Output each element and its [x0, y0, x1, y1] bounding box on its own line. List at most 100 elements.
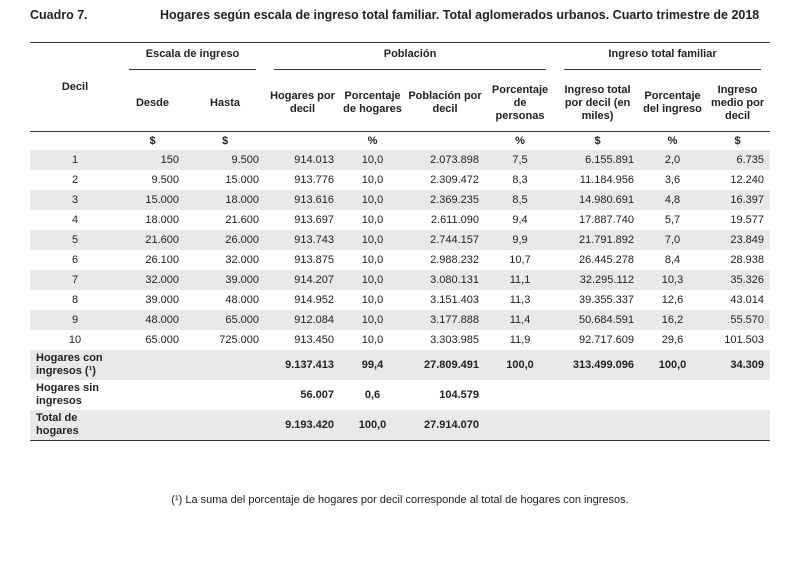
- value-cell: 150: [120, 150, 185, 170]
- value-cell: 0,6: [364, 388, 381, 401]
- value-cell: [705, 380, 770, 410]
- value-cell: 32.295.112: [555, 270, 641, 290]
- table-row: 3 15.000 18.000 913.616 10,0 2.369.235 8,5 14.9…: [30, 190, 771, 210]
- table-row: 10 65.000 725.000 913.450 10,0 3.303.985 11,9 9…: [30, 330, 770, 350]
- table-row: 7 32.000 39.000 914.207 10,0 3.080.131 11,1 32.…: [30, 270, 771, 290]
- footnote: (¹) La suma del porcentaje de hogares po…: [171, 494, 629, 506]
- value-cell: [185, 410, 266, 441]
- value-cell: 65.000: [145, 334, 179, 346]
- summary-row: Hogares sin ingresos 56.007 0,6 104.579: [30, 380, 770, 410]
- summary-row: Total de hogares 9.193.420 100,0 27.914.070: [30, 410, 771, 441]
- value-cell: 10,0: [361, 334, 384, 346]
- summary-row: Hogares con ingresos (¹) 9.137.413 99,4 27.…: [30, 350, 771, 380]
- column-header: Hogares por decil: [270, 90, 335, 115]
- value-cell: 11,1: [485, 270, 556, 290]
- value-cell: 21.600: [120, 230, 185, 250]
- value-cell: 11.184.956: [579, 174, 635, 186]
- value-cell: 3.303.985: [430, 334, 480, 346]
- value-cell: 100,0: [340, 410, 406, 441]
- value-cell: [485, 410, 556, 441]
- value-cell: 2.073.898: [405, 150, 486, 170]
- value-cell: 11,4: [485, 310, 556, 330]
- value-cell: 913.776: [294, 174, 335, 186]
- value-cell: 32.000: [225, 254, 260, 266]
- value-cell: 10,0: [361, 174, 384, 186]
- value-cell: 3.177.888: [405, 310, 486, 330]
- value-cell: 11,3: [509, 294, 531, 306]
- value-cell: 6.735: [705, 150, 771, 170]
- value-cell: 2.988.232: [430, 254, 480, 266]
- value-cell: 725.000: [219, 334, 260, 346]
- table-row: 6 26.100 32.000 913.875 10,0 2.988.232 10,7 26.…: [30, 250, 770, 270]
- decil-cell: 1: [30, 150, 120, 170]
- value-cell: 15.000: [120, 190, 185, 210]
- unit-label: %: [485, 131, 556, 150]
- column-header: Porcentaje del ingreso: [643, 90, 702, 115]
- value-cell: 26.000: [185, 230, 266, 250]
- value-cell: 39.000: [185, 270, 266, 290]
- summary-label: Hogares con ingresos (¹): [30, 350, 120, 380]
- value-cell: 23.849: [705, 230, 771, 250]
- table-row: 5 21.600 26.000 913.743 10,0 2.744.157 9,9 21.7…: [30, 230, 771, 250]
- value-cell: 2.744.157: [405, 230, 486, 250]
- value-cell: 3,6: [664, 174, 681, 186]
- value-cell: 15.000: [225, 174, 260, 186]
- decil-cell: 4: [71, 214, 79, 226]
- value-cell: 14.980.691: [555, 190, 641, 210]
- column-header: Población por decil: [408, 90, 482, 115]
- decil-cell: 10: [68, 334, 82, 346]
- value-cell: 19.577: [730, 214, 765, 226]
- value-cell: 18.000: [145, 214, 179, 226]
- header-decil: Decil: [30, 42, 120, 132]
- value-cell: 9,9: [485, 230, 556, 250]
- column-header: Ingreso total por decil (en miles): [564, 83, 631, 122]
- value-cell: 39.000: [145, 294, 179, 306]
- value-cell: 914.207: [265, 270, 341, 290]
- decil-cell: 8: [71, 294, 79, 306]
- table-row: 1 150 9.500 914.013 10,0 2.073.898 7,5 6.155.89…: [30, 150, 771, 170]
- value-cell: 10,7: [509, 254, 531, 266]
- decil-cell: 5: [30, 230, 120, 250]
- summary-label: Total de hogares: [30, 410, 120, 441]
- unit-label: [265, 131, 341, 150]
- value-cell: 17.887.740: [578, 214, 635, 226]
- value-cell: 8,5: [485, 190, 556, 210]
- value-cell: 35.326: [705, 270, 771, 290]
- table-row: 8 39.000 48.000 914.952 10,0 3.151.403 11,3 39.…: [30, 290, 770, 310]
- value-cell: [555, 380, 640, 410]
- value-cell: 92.717.609: [578, 334, 635, 346]
- value-cell: 4,8: [640, 190, 706, 210]
- unit-label: [405, 131, 486, 150]
- column-header: Hasta: [210, 96, 240, 109]
- value-cell: 104.579: [439, 388, 480, 401]
- header-group-ingreso: Ingreso total familiar: [555, 42, 771, 75]
- value-cell: 5,7: [664, 214, 681, 226]
- value-cell: 8,3: [512, 174, 528, 186]
- decil-cell: 6: [71, 254, 79, 266]
- summary-label: Hogares sin ingresos: [36, 382, 99, 407]
- table-caption: Hogares según escala de ingreso total fa…: [160, 8, 760, 22]
- unit-label: %: [640, 131, 706, 150]
- value-cell: 313.499.096: [555, 350, 641, 380]
- value-cell: 2,0: [640, 150, 706, 170]
- unit-label: $: [555, 131, 641, 150]
- value-cell: 3.151.403: [430, 294, 480, 306]
- table-number: Cuadro 7.: [30, 8, 88, 22]
- unit-label: $: [185, 131, 266, 150]
- value-cell: 9.500: [151, 174, 179, 186]
- unit-label: %: [340, 131, 406, 150]
- value-cell: 913.450: [294, 334, 335, 346]
- table-row: 2 9.500 15.000 913.776 10,0 2.309.472 8,3 11.18…: [30, 170, 770, 190]
- value-cell: 12,6: [661, 294, 684, 306]
- value-cell: 914.952: [294, 294, 335, 306]
- value-cell: 10,3: [640, 270, 706, 290]
- value-cell: 2.309.472: [430, 174, 480, 186]
- unit-label: $: [120, 131, 185, 150]
- decil-cell: 7: [30, 270, 120, 290]
- value-cell: [185, 380, 265, 410]
- value-cell: 914.013: [265, 150, 341, 170]
- decil-cell: 9: [30, 310, 120, 330]
- value-cell: 10,0: [361, 214, 384, 226]
- value-cell: 2.369.235: [405, 190, 486, 210]
- value-cell: [640, 380, 705, 410]
